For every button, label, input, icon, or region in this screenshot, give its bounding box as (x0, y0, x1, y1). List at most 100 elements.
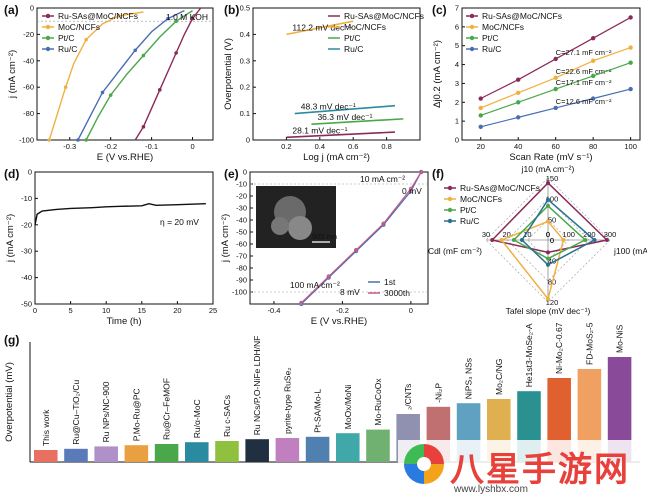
radar-axis-label: j10 (mA cm⁻²) (521, 164, 575, 174)
data-point (553, 56, 558, 62)
legend-marker (447, 196, 453, 202)
tafel-slope-label: 48.3 mV dec⁻¹ (301, 102, 356, 112)
legend-entry: 1st (384, 277, 396, 287)
x-tick-label: -0.4 (267, 306, 280, 315)
x-tick-label: -0.2 (104, 142, 117, 151)
data-point (590, 96, 596, 101)
panel-label: (a) (4, 3, 19, 17)
radar-grid (485, 177, 611, 303)
y-axis-label: j (mA cm⁻²) (220, 214, 231, 263)
y-tick-label: 0.5 (240, 4, 250, 13)
y-tick-label: 6 (455, 22, 459, 31)
y-tick-label: 2 (455, 98, 459, 107)
x-tick-label: 5 (69, 306, 73, 315)
y-tick-label: 0.1 (240, 109, 250, 118)
data-point (354, 247, 359, 253)
fit-line (311, 118, 404, 125)
bar (215, 441, 239, 462)
legend-entry: Pt/C (482, 33, 499, 43)
radar-tick-label: 300 (604, 230, 617, 239)
bar-category-label: Mo₂C/NG (494, 359, 504, 395)
data-point (553, 86, 558, 92)
radar-point (546, 256, 550, 261)
watermark: 八星手游网 www.lyshbx.com (398, 440, 647, 500)
bar-category-label: P,Mo-Ru@PC (131, 388, 141, 441)
legend-entry: Ru/C (482, 44, 501, 54)
bar-category-label: Mo-RuCoOx (373, 378, 383, 426)
annotation: 100 mA cm⁻² (290, 280, 340, 290)
legend-entry: Ru-SAs@MoC/NCFs (460, 183, 540, 193)
y-tick-label: -20 (23, 30, 34, 39)
x-tick-label: 60 (552, 142, 560, 151)
bar (245, 439, 269, 462)
bar-category-label: This work (41, 409, 51, 446)
data-point (84, 37, 88, 42)
data-point (628, 15, 633, 20)
y-tick-label: 0.2 (240, 83, 250, 92)
legend-marker (447, 207, 453, 213)
stability-curve (34, 202, 206, 225)
legend-entry: Ru-SAs@MoC/NCFs (344, 11, 424, 21)
sem-particle (271, 217, 289, 235)
legend-marker (45, 46, 51, 52)
bar-category-label: Ni-Mo₂C-0.67 (554, 322, 564, 374)
watermark-title: 八星手游网 (450, 450, 630, 490)
x-axis-label: Scan Rate (mV s⁻¹) (509, 152, 592, 163)
radar-grid (506, 198, 590, 282)
panel-label: (g) (4, 333, 19, 347)
data-point (628, 86, 633, 92)
radar-point (546, 197, 550, 202)
data-point (63, 85, 68, 89)
panel-d: 0 5 10 15 20 25 0 -10 -20 -30 -40 -50 Time (h) j (mA … (4, 167, 217, 327)
scale-bar-label: 500 nm (312, 232, 337, 241)
legend-marker (45, 24, 51, 30)
data-point (590, 35, 596, 41)
radar-tick-label: 0 (546, 230, 550, 239)
y-tick-label: -80 (23, 109, 34, 118)
legend-marker (469, 35, 475, 41)
bar-category-label: Ru c-SACs (222, 395, 232, 437)
radar-point (592, 238, 597, 242)
bar (366, 429, 390, 462)
panel-label: (e) (224, 167, 239, 181)
legend-entry: MoC/NCFs (344, 22, 386, 32)
data-point (166, 16, 170, 21)
bar (607, 357, 632, 462)
y-tick-label: 0 (243, 168, 247, 177)
panel-e: -0.4 -0.2 0 0 -10 -20 -30 -40 -50 -60 -70 -80 -90 -10… (220, 167, 429, 327)
x-axis-label: E (V vs.RHE) (97, 152, 153, 163)
data-point (553, 75, 558, 80)
y-tick-label: -40 (21, 273, 32, 282)
legend-entry: Pt/C (460, 205, 477, 215)
tafel-slope-label: 112.2 mV dec⁻¹ (292, 22, 351, 32)
bar-category-label: Mo-NiS (615, 324, 625, 353)
capacitance-label: C=27.1 mF cm⁻² (556, 48, 612, 57)
x-tick-label: 40 (514, 142, 522, 151)
legend-marker (45, 35, 51, 41)
plot-frame (252, 7, 421, 141)
y-tick-label: 0.3 (240, 56, 250, 65)
y-axis-label: j (mA cm⁻²) (7, 50, 18, 99)
bar-category-label: NiPS₃ NSs (464, 358, 474, 399)
legend-entry: Ru/C (344, 44, 363, 54)
legend-entry: Ru-SAs@MoC/NCFs (482, 11, 562, 21)
panel-c: 20 40 60 80 100 0 1 2 3 4 5 6 7 Scan Rate (mV s⁻¹) Δj0… (432, 3, 641, 163)
y-tick-label: -100 (232, 288, 247, 297)
data-point (628, 45, 633, 50)
bar-category-label: Ru@Cr–FeMOF (162, 378, 172, 440)
legend-marker (447, 185, 453, 191)
fit-line (286, 131, 395, 139)
data-point (100, 90, 105, 95)
series-line (48, 11, 144, 141)
legend-entry: MoC/NCFs (482, 22, 524, 32)
y-tick-label: 0 (246, 136, 250, 145)
x-tick-label: 80 (589, 142, 597, 151)
panel-label: (c) (432, 3, 447, 17)
bar-category-label: Pt-SA/Mo-L (313, 389, 323, 433)
watermark-logo (404, 444, 444, 484)
bar-category-label: Ru/α-MoC (192, 399, 202, 438)
panel-label: (d) (4, 167, 19, 181)
radar-point (546, 203, 550, 208)
data-point (516, 90, 521, 96)
radar-tick-label: 50 (548, 215, 556, 224)
